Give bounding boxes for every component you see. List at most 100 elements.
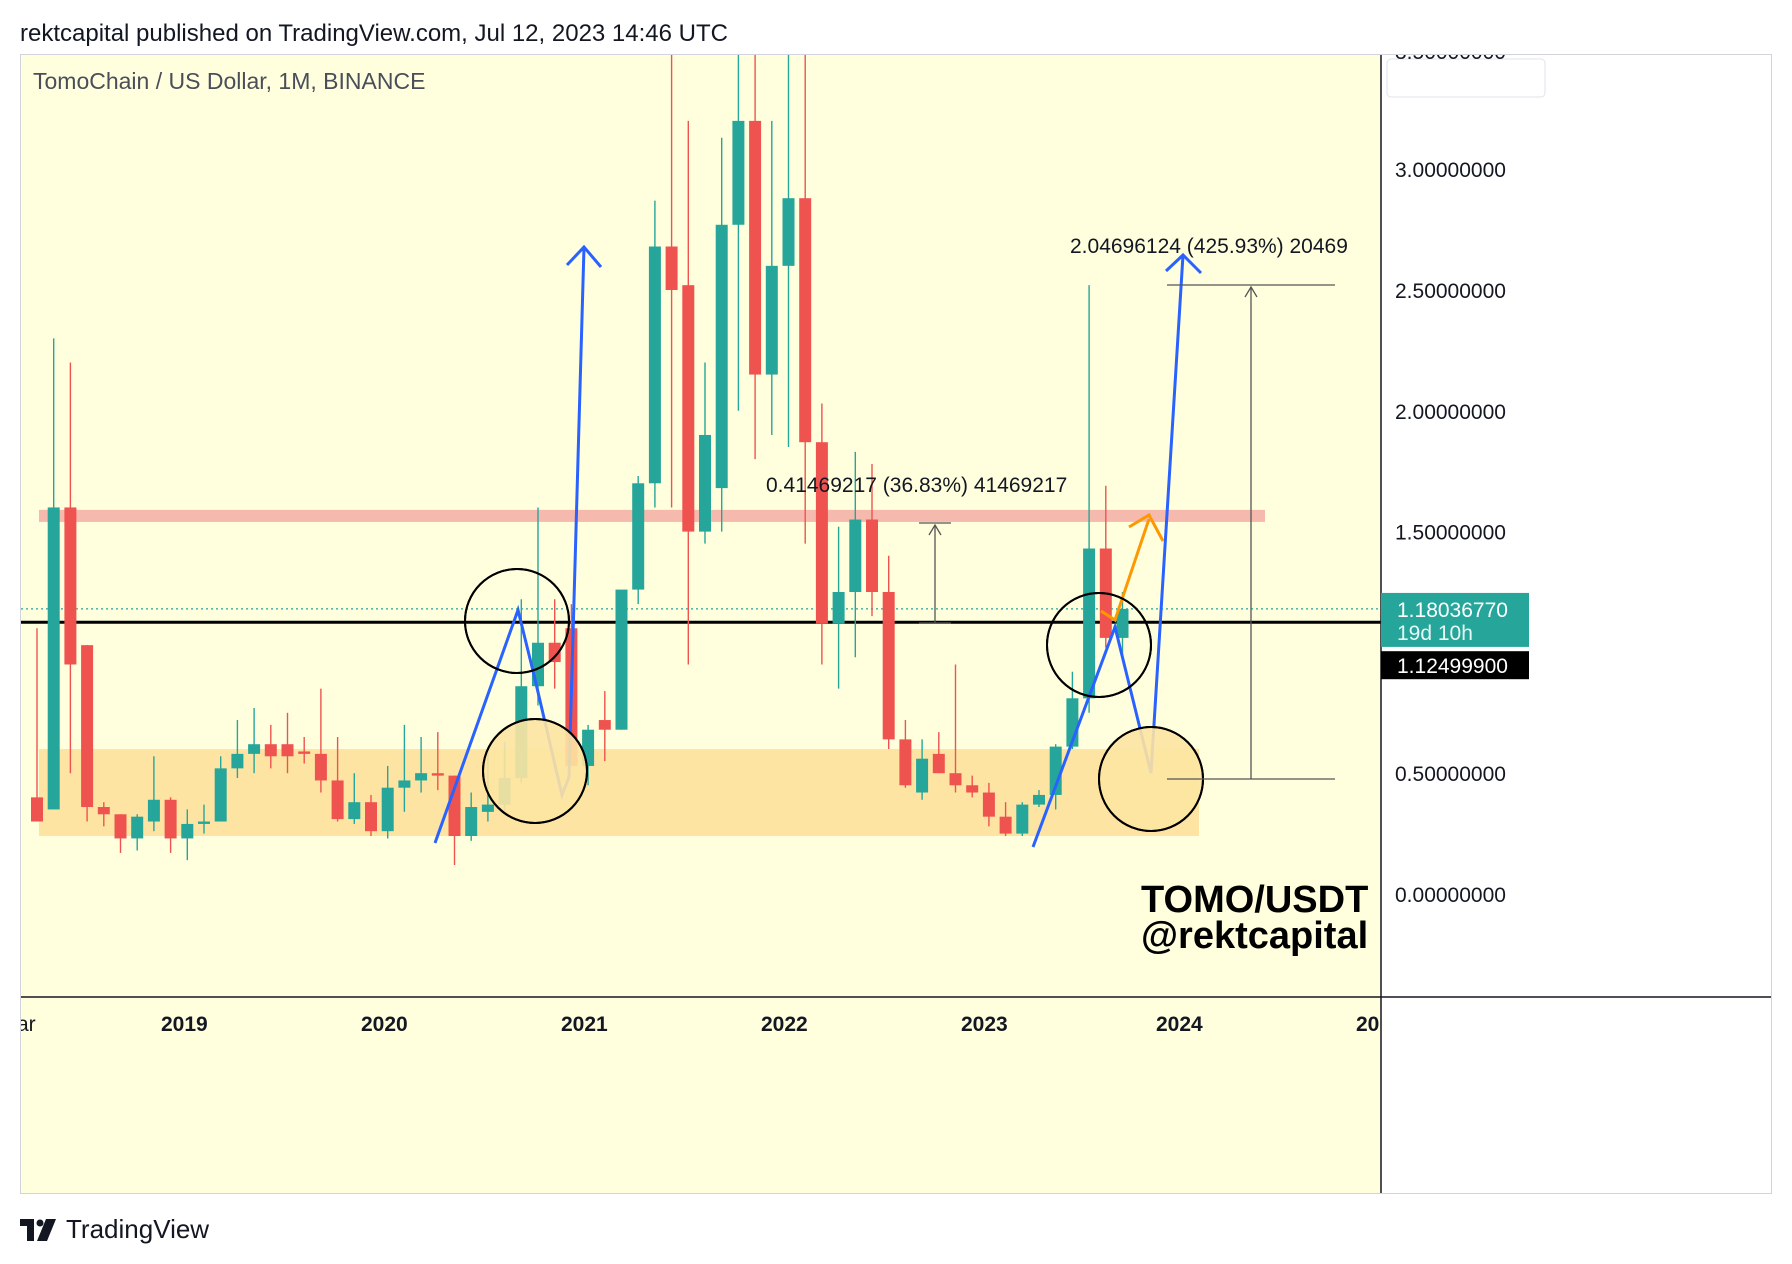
candle[interactable] [1116,592,1129,658]
candle[interactable] [982,782,995,827]
candle[interactable] [849,451,862,658]
candle[interactable] [97,802,110,827]
candle[interactable] [966,775,979,798]
tradingview-logo-icon [20,1218,56,1241]
candle[interactable] [799,50,812,544]
highlight-circle-outline [464,568,570,674]
candle[interactable] [1083,285,1096,713]
line-price-badge [1381,651,1529,680]
candle-body [715,224,728,489]
y-tick-label: 2.00000000 [1395,401,1506,424]
candle[interactable] [1033,790,1045,808]
candle[interactable] [749,50,762,460]
candle-body [381,787,394,832]
candle[interactable] [198,804,210,834]
candle[interactable] [765,120,778,435]
chart-title: TomoChain / US Dollar, 1M, BINANCE [33,68,425,94]
candle[interactable] [665,50,678,508]
candle[interactable] [415,736,428,793]
x-tick-label: 2022 [761,1013,808,1036]
candle-body [31,797,43,822]
candle[interactable] [81,645,94,822]
candle-body [281,744,294,757]
candle[interactable] [381,765,394,839]
candle-body [81,645,94,808]
orange-arrow [1100,518,1151,623]
x-tick-label: 20 [1356,1013,1379,1036]
candle[interactable] [365,794,377,837]
candle[interactable] [815,403,828,665]
candle[interactable] [866,463,878,617]
candle[interactable] [147,756,160,832]
x-tick-label: 2019 [161,1013,208,1036]
candle[interactable] [732,50,745,411]
candle-body [415,773,428,781]
candle[interactable] [131,814,144,851]
candle[interactable] [281,712,294,774]
candle[interactable] [314,688,327,793]
candle[interactable] [615,589,628,730]
orange-arrowhead [1128,512,1165,542]
candle[interactable] [999,802,1012,837]
candle[interactable] [181,809,194,861]
candle[interactable] [248,707,261,774]
watermark-symbol: TOMO/USDT [1141,879,1368,921]
candle[interactable] [231,720,244,779]
candle-body [248,744,261,754]
candle[interactable] [632,476,645,605]
candle[interactable] [916,739,929,800]
candle[interactable] [949,664,962,793]
candle[interactable] [298,736,311,764]
candle[interactable] [882,555,895,750]
candle-body [765,265,778,375]
line-price-label: 1.12499900 [1397,655,1508,678]
candle[interactable] [431,732,444,791]
countdown-label: 19d 10h [1397,622,1473,645]
candle[interactable] [348,773,361,824]
candle[interactable] [164,797,177,853]
x-tick-label: 2021 [561,1013,608,1036]
candle[interactable] [214,756,227,822]
candle-body [832,592,845,624]
candle[interactable] [598,691,611,762]
tradingview-logo[interactable]: TradingView [20,1214,209,1245]
candle[interactable] [47,338,60,810]
candle[interactable] [682,120,695,665]
blue-arrow-projection [1031,254,1185,848]
chart-frame[interactable]: 0.41469217 (36.83%) 41469217 2.04696124 (… [17,41,1772,1194]
candle[interactable] [715,137,728,532]
candle[interactable] [782,50,795,448]
candle-body [365,802,377,832]
candle[interactable] [899,720,912,788]
candle[interactable] [398,724,411,812]
candle[interactable] [331,736,344,822]
candle[interactable] [1016,802,1029,837]
candle-body [481,804,494,812]
candle-body [1083,548,1096,699]
candle-body [47,507,60,810]
candle-body [932,753,945,774]
candle[interactable] [832,526,845,689]
candle[interactable] [648,200,661,508]
candle[interactable] [932,732,945,774]
legend-box[interactable] [1386,58,1546,98]
candle-body [64,507,77,665]
candle[interactable] [64,362,77,774]
candle[interactable] [31,628,43,822]
candle-body [1033,794,1045,805]
candle[interactable] [1049,744,1062,810]
candle-body [331,780,344,820]
candle-body [598,720,611,730]
highlight-circle-outline [482,718,588,824]
candle-body [1116,608,1129,638]
measure-large-arrowhead [1244,285,1258,298]
candle[interactable] [699,362,711,544]
x-tick-label: 2024 [1156,1013,1203,1036]
candle[interactable] [465,792,478,841]
candle[interactable] [264,724,277,769]
candle[interactable] [548,599,561,689]
measure-small-arrowhead [928,523,942,536]
candle[interactable] [114,814,127,853]
candlestick-chart[interactable]: 0.41469217 (36.83%) 41469217 2.04696124 (… [17,41,1771,1193]
candle-body [1016,804,1029,834]
